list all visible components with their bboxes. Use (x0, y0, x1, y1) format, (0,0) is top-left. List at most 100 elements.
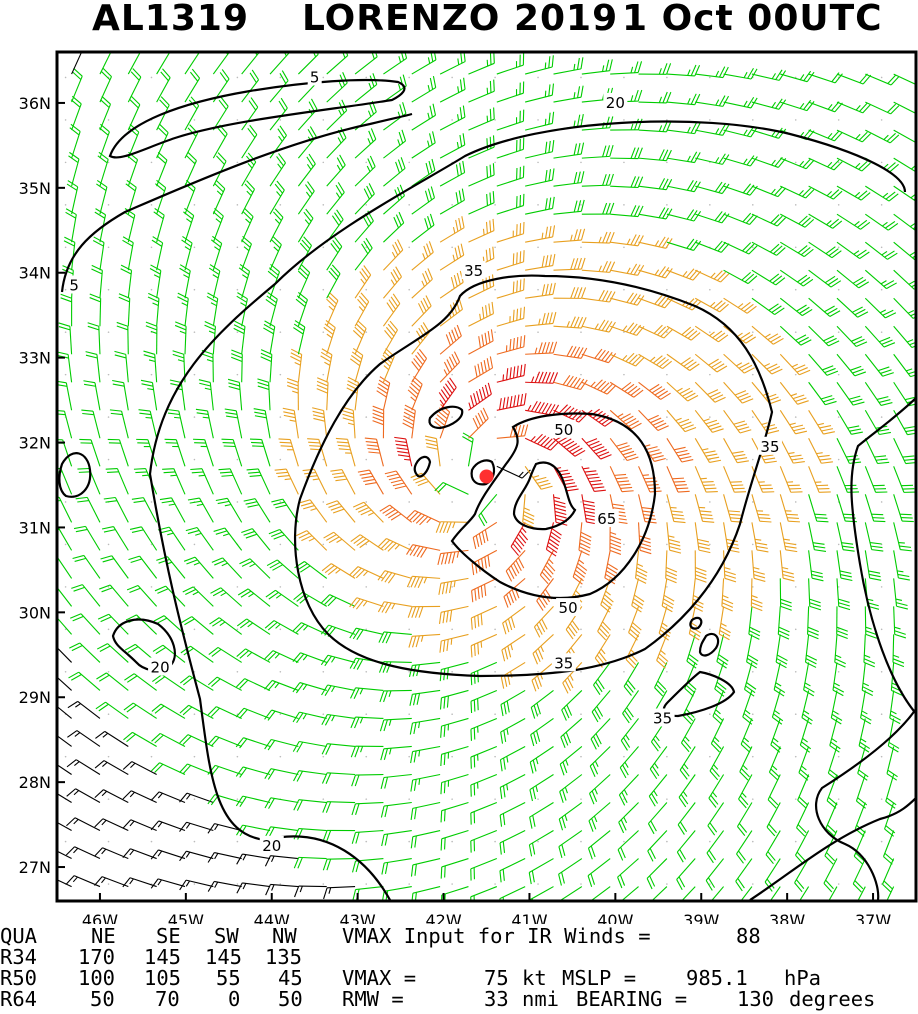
barb-half-feather (73, 819, 79, 825)
barb-feather (83, 380, 96, 384)
barb-staff (439, 144, 466, 159)
barb-feather (280, 97, 288, 109)
barb-staff (441, 661, 469, 671)
grid-dot (236, 161, 239, 164)
barb-feather (104, 44, 112, 49)
barb-feather (413, 358, 422, 368)
wind-barb (887, 718, 900, 753)
barb-half-feather (271, 855, 275, 863)
barb-feather (446, 359, 453, 371)
barb-feather (316, 384, 328, 391)
barb-feather (116, 325, 129, 331)
barb-staff (893, 213, 916, 232)
wind-barb (836, 409, 863, 435)
barb-staff (836, 101, 864, 114)
barb-feather (673, 480, 686, 483)
barb-feather (740, 301, 751, 310)
barb-staff (441, 886, 469, 896)
barb-feather (883, 280, 895, 287)
grid-dot (537, 713, 539, 716)
barb-feather (509, 367, 512, 380)
barb-half-feather (623, 789, 628, 796)
grid-dot (709, 76, 711, 79)
barb-staff (156, 242, 164, 271)
barb-feather (616, 442, 628, 447)
barb-feather (140, 379, 153, 384)
wind-barb (410, 773, 441, 792)
barb-staff (638, 157, 667, 162)
barb-feather (809, 605, 822, 611)
barb-feather (224, 408, 237, 412)
barb-staff (57, 525, 73, 551)
wind-barb (179, 792, 214, 804)
barb-feather (212, 589, 224, 597)
barb-staff (327, 886, 356, 889)
barb-feather (855, 279, 867, 287)
barb-feather (563, 734, 569, 746)
barb-half-feather (742, 764, 748, 771)
barb-feather (859, 251, 870, 260)
barb-staff (99, 131, 110, 159)
wind-barb (57, 850, 72, 860)
barb-staff (412, 801, 441, 809)
wind-barb (179, 850, 214, 862)
barb-feather (267, 681, 277, 691)
barb-feather (384, 470, 397, 475)
barb-half-feather (658, 125, 663, 132)
grid-dot (451, 713, 453, 716)
wind-barb (97, 151, 109, 187)
barb-staff (723, 185, 751, 196)
barb-feather (749, 630, 760, 637)
barb-feather (715, 332, 726, 341)
barb-staff (638, 185, 667, 191)
barb-staff (666, 101, 695, 106)
barb-feather (369, 155, 376, 167)
barb-staff (326, 164, 346, 187)
barb-feather (785, 549, 798, 553)
barb-staff (226, 498, 243, 523)
barb-feather (415, 514, 425, 524)
barb-feather (552, 404, 560, 416)
barb-feather (381, 834, 385, 847)
barb-feather (292, 682, 301, 693)
barb-feather (474, 588, 477, 601)
grid-dot (365, 670, 368, 673)
wind-barb (227, 378, 243, 411)
wind-barb (122, 877, 157, 888)
barb-feather (601, 600, 612, 610)
barb-half-feather (775, 682, 782, 687)
barb-staff (638, 325, 665, 339)
barb-feather (499, 815, 503, 827)
barb-feather (307, 438, 319, 440)
wind-barb (383, 129, 407, 159)
barb-feather (545, 312, 550, 325)
barb-feather (690, 122, 697, 134)
barb-feather (555, 514, 567, 519)
barb-staff (106, 672, 129, 691)
wind-barb (617, 830, 639, 861)
barb-feather (411, 635, 417, 648)
barb-feather (410, 779, 414, 792)
barb-feather (708, 358, 719, 366)
barb-feather (694, 122, 701, 134)
barb-staff (103, 789, 129, 804)
barb-staff (157, 878, 186, 888)
barb-feather (82, 412, 94, 416)
barb-staff (496, 92, 524, 103)
barb-feather (128, 127, 138, 136)
grid-dot (880, 204, 883, 206)
barb-feather (716, 302, 726, 311)
barb-feather (796, 827, 806, 837)
barb-staff (327, 654, 356, 663)
barb-feather (831, 717, 842, 725)
wind-barb (57, 646, 72, 663)
barb-feather (679, 455, 692, 460)
wind-barb (886, 886, 895, 901)
barb-feather (484, 529, 489, 542)
barb-feather (873, 520, 886, 523)
wind-barb (865, 101, 900, 115)
barb-feather (94, 876, 103, 886)
barb-feather (355, 323, 366, 333)
wind-barb (75, 496, 101, 523)
barb-feather (797, 824, 807, 834)
